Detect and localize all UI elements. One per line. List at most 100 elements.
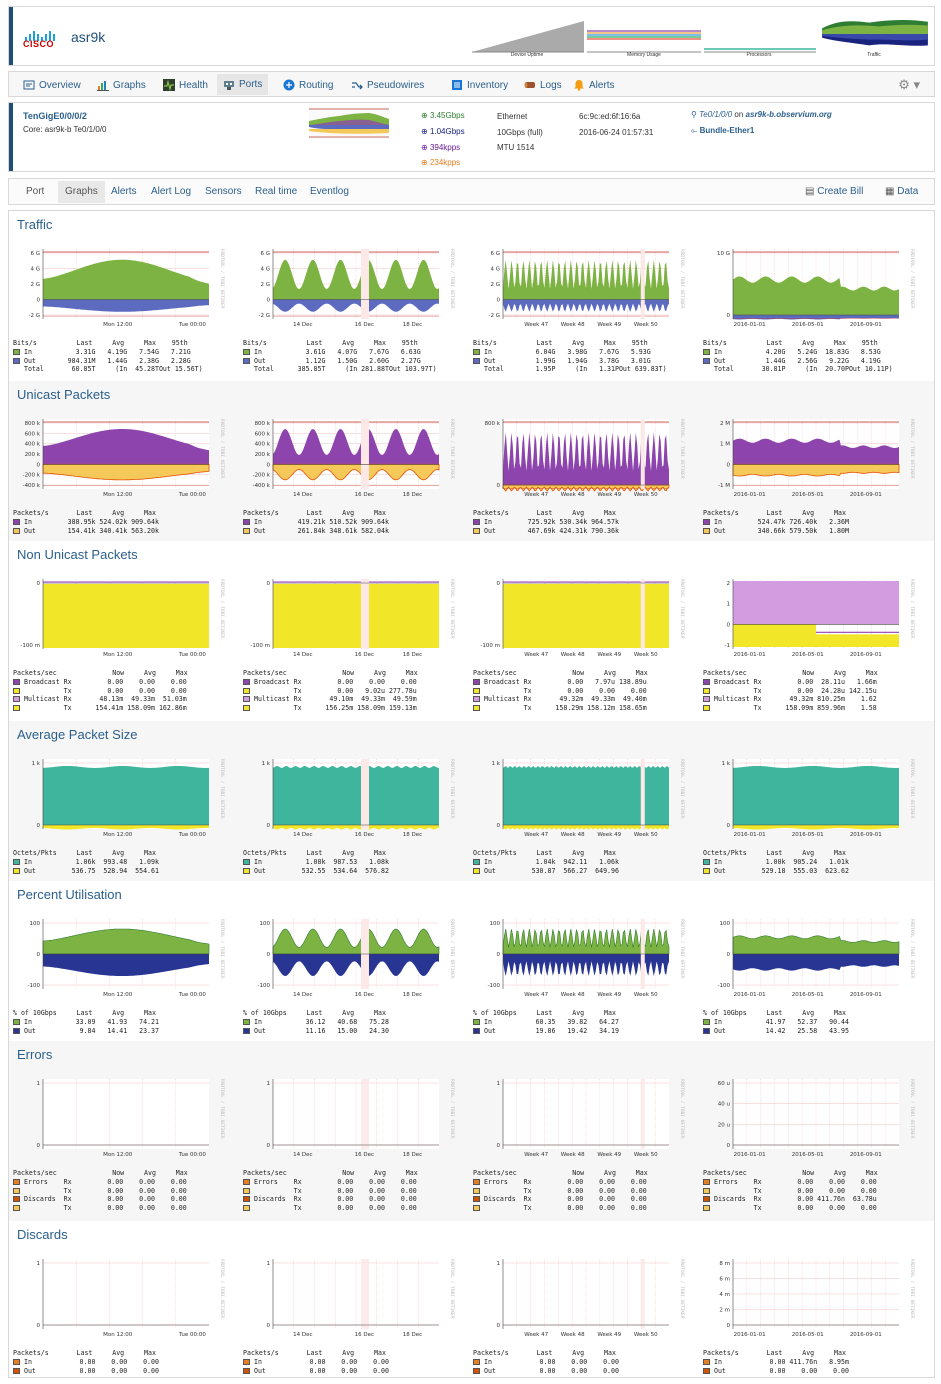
section-title: Percent Utilisation <box>17 887 122 902</box>
graph-image[interactable]: 100 0 -100 Mon 12:00 Tue 00:00 RRDTOOL / TOBI… <box>11 909 239 1007</box>
tab-sensors[interactable]: Sensors <box>205 186 242 197</box>
y-tick-label: 800 k <box>25 421 41 427</box>
neighbour-port-link[interactable]: Te0/1/0/0 <box>699 110 733 119</box>
graph-cell[interactable]: 6 G 4 G 2 G 0 -2 G 14 Dec 16 Dec 18 Dec RRDTOOL … <box>241 239 469 379</box>
neighbour-host-link[interactable]: asr9k-b.observium.org <box>745 110 832 119</box>
tab-port[interactable]: Port <box>26 186 45 197</box>
graph-cell[interactable]: 1 0 Mon 12:00 Tue 00:00 RRDTOOL / TOBI OETIK… <box>11 1249 239 1377</box>
graph-cell[interactable]: 800 k 600 k 400 k 200 k 0 -200 k -400 k Mon 12:… <box>11 409 239 539</box>
graph-image[interactable]: 800 k 600 k 400 k 200 k 0 -200 k -400 k 14 Dec 1… <box>241 409 469 507</box>
graph-image[interactable]: 100 0 -100 Week 47 Week 48 Week 49 Week 50 RRDT… <box>471 909 699 1007</box>
tab-graphs[interactable]: Graphs <box>58 181 105 203</box>
port-traffic-minigraph[interactable] <box>309 107 389 139</box>
graph-image[interactable]: 800 k 0 Week 47 Week 48 Week 49 Week 50 RRDTOO… <box>471 409 699 507</box>
traffic-minigraph[interactable] <box>819 17 931 51</box>
graph-cell[interactable]: 1 k 0 2016-01-01 2016-05-01 2016-09-01 RRDTOO… <box>701 749 929 879</box>
legend-swatch <box>13 858 20 865</box>
create-bill-button[interactable]: ▤ Create Bill <box>805 186 863 197</box>
y-tick-label: 800 k <box>255 421 271 427</box>
device-uptime-minigraph[interactable] <box>472 19 584 53</box>
graph-image[interactable]: 1 k 0 Mon 12:00 Tue 00:00 RRDTOOL / TOBI OET… <box>11 749 239 847</box>
legend-swatch <box>13 357 20 364</box>
graph-image[interactable]: 6 G 4 G 2 G 0 -2 G Week 47 Week 48 Week 49 Week … <box>471 239 699 337</box>
graph-cell[interactable]: 100 0 -100 14 Dec 16 Dec 18 Dec RRDTOOL / TOBI… <box>241 909 469 1039</box>
nav-inventory[interactable]: Inventory <box>451 78 508 92</box>
graph-image[interactable]: 800 k 600 k 400 k 200 k 0 -200 k -400 k Mon 12:… <box>11 409 239 507</box>
graph-cell[interactable]: 0 -100 m 14 Dec 16 Dec 18 Dec RRDTOOL / TOBI … <box>241 569 469 719</box>
graph-image[interactable]: 1 0 Mon 12:00 Tue 00:00 RRDTOOL / TOBI OETIK… <box>11 1069 239 1167</box>
graph-image[interactable]: 2 M 1 M 0 -1 M 2016-01-01 2016-05-01 2016-09-0… <box>701 409 929 507</box>
graph-image[interactable]: 1 0 14 Dec 16 Dec 18 Dec RRDTOOL / TOBI OETIK… <box>241 1249 469 1347</box>
graph-image[interactable]: 0 -100 m Week 47 Week 48 Week 49 Week 50 RRDTO… <box>471 569 699 667</box>
graph-cell[interactable]: 0 -100 m Week 47 Week 48 Week 49 Week 50 RRDTO… <box>471 569 699 719</box>
graph-cell[interactable]: 100 0 -100 Week 47 Week 48 Week 49 Week 50 RRDT… <box>471 909 699 1039</box>
legend-swatch <box>473 1018 480 1025</box>
graph-image[interactable]: 0 -100 m 14 Dec 16 Dec 18 Dec RRDTOOL / TOBI … <box>241 569 469 667</box>
graph-image[interactable]: 0 -100 m Mon 12:00 Tue 00:00 RRDTOOL / TOBI … <box>11 569 239 667</box>
memory-usage-minigraph[interactable] <box>587 19 701 53</box>
graph-image[interactable]: 1 0 Mon 12:00 Tue 00:00 RRDTOOL / TOBI OETIK… <box>11 1249 239 1347</box>
graph-image[interactable]: 1 k 0 14 Dec 16 Dec 18 Dec RRDTOOL / TOBI OET… <box>241 749 469 847</box>
legend-text: Tx 0.00 0.00 0.00 <box>20 1186 187 1195</box>
bundle-link[interactable]: Bundle-Ether1 <box>699 126 755 135</box>
graph-image[interactable]: 1 k 0 Week 47 Week 48 Week 49 Week 50 RRDTOOL … <box>471 749 699 847</box>
nav-logs[interactable]: Logs <box>524 78 562 92</box>
legend-header: Packets/s Last Avg Max <box>13 1349 159 1358</box>
data-button[interactable]: ▦ Data <box>885 186 918 197</box>
graph-image[interactable]: 6 G 4 G 2 G 0 -2 G Mon 12:00 Tue 00:00 RRDTOOL … <box>11 239 239 337</box>
graph-cell[interactable]: 60 u 40 u 20 u 0 2016-01-01 2016-05-01 2016-09… <box>701 1069 929 1219</box>
nav-pseudowires[interactable]: Pseudowires <box>351 78 424 92</box>
legend-text: Packets/s Last Avg Max <box>13 1349 156 1357</box>
tab-eventlog[interactable]: Eventlog <box>310 186 349 197</box>
graph-cell[interactable]: 1 k 0 Week 47 Week 48 Week 49 Week 50 RRDTOOL … <box>471 749 699 879</box>
graph-cell[interactable]: 100 0 -100 Mon 12:00 Tue 00:00 RRDTOOL / TOBI… <box>11 909 239 1039</box>
nav-graphs[interactable]: Graphs <box>97 78 146 92</box>
graph-image[interactable]: 2 1 0 -1 2016-01-01 2016-05-01 2016-09-01 RRDTO… <box>701 569 929 667</box>
graph-image[interactable]: 1 0 Week 47 Week 48 Week 49 Week 50 RRDTOOL / … <box>471 1069 699 1167</box>
graph-cell[interactable]: 800 k 600 k 400 k 200 k 0 -200 k -400 k 14 Dec 1… <box>241 409 469 539</box>
graph-cell[interactable]: 0 -100 m Mon 12:00 Tue 00:00 RRDTOOL / TOBI … <box>11 569 239 719</box>
nav-health[interactable]: Health <box>163 78 208 92</box>
graph-cell[interactable]: 1 0 14 Dec 16 Dec 18 Dec RRDTOOL / TOBI OETIK… <box>241 1249 469 1377</box>
graph-cell[interactable]: 2 M 1 M 0 -1 M 2016-01-01 2016-05-01 2016-09-0… <box>701 409 929 539</box>
graph-image[interactable]: 100 0 -100 14 Dec 16 Dec 18 Dec RRDTOOL / TOBI… <box>241 909 469 1007</box>
graph-cell[interactable]: 2 1 0 -1 2016-01-01 2016-05-01 2016-09-01 RRDTO… <box>701 569 929 719</box>
graph-cell[interactable]: 6 G 4 G 2 G 0 -2 G Week 47 Week 48 Week 49 Week … <box>471 239 699 379</box>
graph-cell[interactable]: 10 G 0 2016-01-01 2016-05-01 2016-09-01 RRDTO… <box>701 239 929 379</box>
settings-gear-icon[interactable]: ⚙ ▾ <box>898 77 920 92</box>
nav-ports[interactable]: Ports <box>217 74 269 95</box>
graph-cell[interactable]: 1 k 0 Mon 12:00 Tue 00:00 RRDTOOL / TOBI OET… <box>11 749 239 879</box>
legend-text: Out 340.66k 579.50k 1.80M <box>710 526 849 535</box>
port-name[interactable]: TenGigE0/0/0/2 <box>23 111 87 121</box>
y-tick-label: 0 <box>727 622 731 628</box>
graph-image[interactable]: 6 G 4 G 2 G 0 -2 G 14 Dec 16 Dec 18 Dec RRDTOOL … <box>241 239 469 337</box>
tab-real-time[interactable]: Real time <box>255 186 298 197</box>
graph-cell[interactable]: 800 k 0 Week 47 Week 48 Week 49 Week 50 RRDTOO… <box>471 409 699 539</box>
legend-row: Out 9.84 14.41 23.37 <box>13 1027 159 1036</box>
processors-minigraph[interactable] <box>704 19 816 53</box>
nav-alerts[interactable]: Alerts <box>573 78 615 92</box>
graph-legend: Packets/s Last Avg Max In 0.00 0.00 0.00… <box>473 1349 619 1375</box>
graph-cell[interactable]: 8 m 6 m 4 m 2 m 0 2016-01-01 2016-05-01 2016-09… <box>701 1249 929 1377</box>
tab-alert-log[interactable]: Alert Log <box>151 186 192 197</box>
nav-overview[interactable]: Overview <box>23 78 81 92</box>
legend-swatch <box>473 1027 480 1034</box>
graph-cell[interactable]: 1 k 0 14 Dec 16 Dec 18 Dec RRDTOOL / TOBI OET… <box>241 749 469 879</box>
graph-cell[interactable]: 1 0 14 Dec 16 Dec 18 Dec RRDTOOL / TOBI OETIK… <box>241 1069 469 1219</box>
tab-alerts[interactable]: Alerts <box>111 186 137 197</box>
graph-cell[interactable]: 100 0 -100 2016-01-01 2016-05-01 2016-09-01 RR… <box>701 909 929 1039</box>
graph-cell[interactable]: 1 0 Week 47 Week 48 Week 49 Week 50 RRDTOOL / … <box>471 1069 699 1219</box>
nav-routing[interactable]: Routing <box>283 78 333 92</box>
graph-cell[interactable]: 1 0 Mon 12:00 Tue 00:00 RRDTOOL / TOBI OETIK… <box>11 1069 239 1219</box>
graph-image[interactable]: 1 0 Week 47 Week 48 Week 49 Week 50 RRDTOOL / … <box>471 1249 699 1347</box>
graph-image[interactable]: 1 0 14 Dec 16 Dec 18 Dec RRDTOOL / TOBI OETIK… <box>241 1069 469 1167</box>
x-tick-label: 2016-01-01 <box>734 1332 766 1338</box>
graph-cell[interactable]: 1 0 Week 47 Week 48 Week 49 Week 50 RRDTOOL / … <box>471 1249 699 1377</box>
graph-cell[interactable]: 6 G 4 G 2 G 0 -2 G Mon 12:00 Tue 00:00 RRDTOOL … <box>11 239 239 379</box>
device-hostname[interactable]: asr9k <box>71 29 106 45</box>
